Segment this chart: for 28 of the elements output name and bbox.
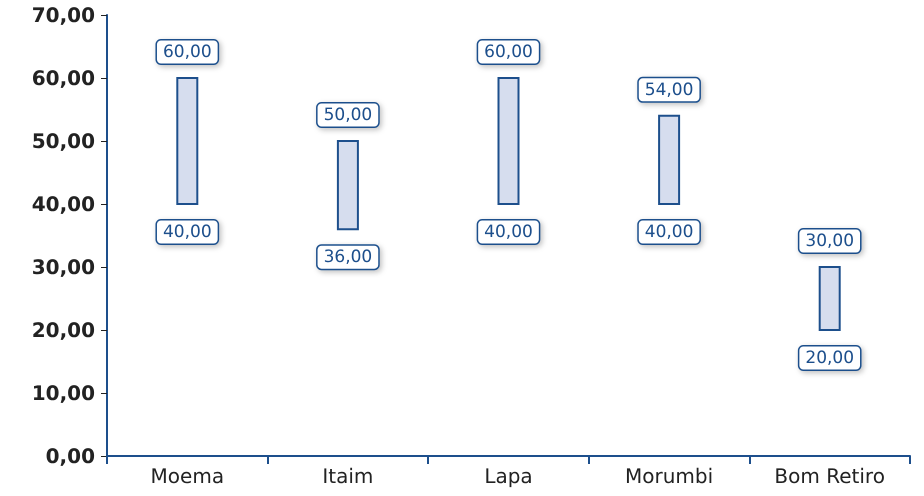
- annotation: 40,00: [162, 222, 212, 242]
- x-tick-label: Itaim: [322, 464, 374, 488]
- y-tick-label: 20,00: [32, 318, 95, 342]
- annotation: 30,00: [805, 231, 854, 251]
- bar: [818, 266, 841, 331]
- annotation: 54,00: [644, 80, 694, 100]
- annotation: 20,00: [805, 348, 854, 368]
- annotation: 60,00: [162, 42, 212, 62]
- bar: [176, 77, 198, 205]
- annotation: 60,00: [484, 42, 533, 62]
- x-tick-label: Morumbi: [625, 464, 714, 488]
- y-tick-label: 10,00: [32, 381, 95, 405]
- y-tick-label: 0,00: [46, 444, 95, 468]
- y-tick-label: 70,00: [32, 3, 95, 27]
- annotation: 50,00: [324, 105, 372, 125]
- y-tick-label: 50,00: [32, 129, 95, 153]
- x-tick-label: Bom Retiro: [774, 464, 885, 488]
- y-tick-label: 30,00: [32, 255, 95, 279]
- y-tick-label: 40,00: [32, 192, 95, 216]
- x-tick-label: Lapa: [484, 464, 533, 488]
- annotation: 36,00: [324, 247, 372, 268]
- y-tick-label: 60,00: [32, 66, 95, 90]
- annotation: 40,00: [644, 222, 694, 242]
- bar: [336, 140, 359, 230]
- bar: [658, 114, 680, 205]
- annotation: 40,00: [484, 222, 533, 242]
- bar: [498, 77, 520, 205]
- x-tick-label: Moema: [150, 464, 224, 488]
